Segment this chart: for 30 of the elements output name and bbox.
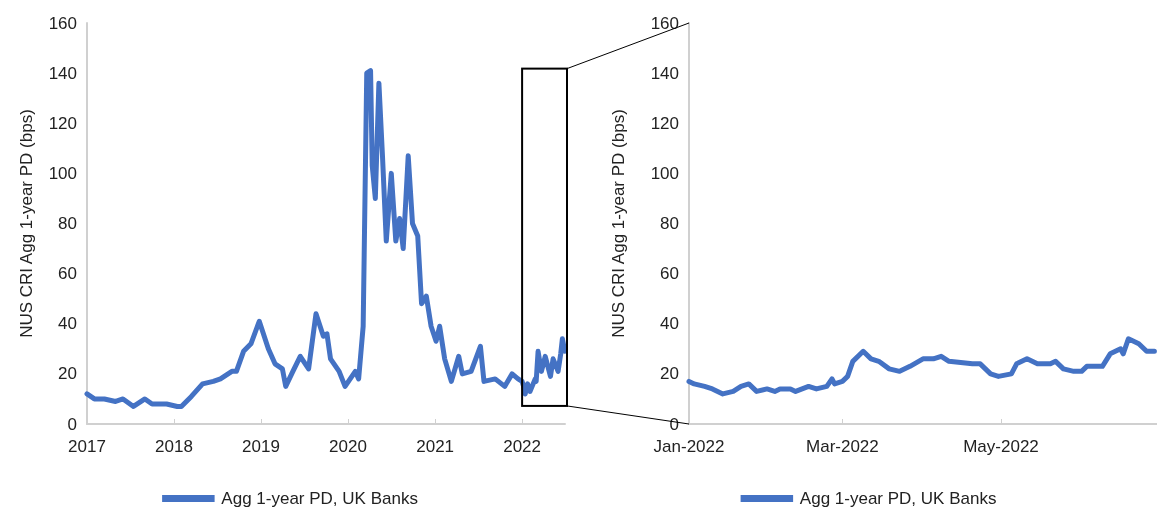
y-tick-label: 160 — [650, 13, 679, 33]
y-tick-label: 140 — [48, 63, 77, 83]
x-tick-label: 2018 — [155, 437, 193, 456]
y-tick-label: 60 — [660, 264, 679, 284]
y-tick-label: 40 — [660, 314, 679, 334]
legend-label: Agg 1-year PD, UK Banks — [799, 489, 997, 508]
x-tick-label: 2020 — [329, 437, 367, 456]
x-tick-label: 2019 — [242, 437, 280, 456]
y-tick-label: 120 — [650, 113, 679, 133]
y-tick-label: 60 — [58, 264, 77, 284]
y-tick-label: 40 — [58, 314, 77, 334]
x-tick-label: 2021 — [416, 437, 455, 456]
y-tick-label: 0 — [67, 414, 77, 434]
y-tick-label: 80 — [58, 214, 77, 233]
y-tick-label: 100 — [48, 163, 77, 183]
x-tick-label: 2022 — [503, 437, 542, 456]
y-tick-label: 160 — [48, 13, 77, 33]
y-tick-label: 120 — [48, 113, 77, 133]
x-tick-label: Mar-2022 — [806, 437, 879, 456]
y-tick-label: 80 — [660, 214, 679, 233]
x-tick-label: Jan-2022 — [653, 437, 725, 456]
x-tick-label: 2017 — [68, 437, 106, 456]
y-tick-label: 20 — [660, 364, 679, 384]
y-axis-title: NUS CRI Agg 1-year PD (bps) — [17, 109, 36, 338]
y-axis-title: NUS CRI Agg 1-year PD (bps) — [609, 109, 628, 338]
y-tick-label: 100 — [650, 163, 679, 183]
x-tick-label: May-2022 — [963, 437, 1039, 456]
legend-label: Agg 1-year PD, UK Banks — [221, 489, 418, 508]
y-tick-label: 140 — [650, 63, 679, 83]
y-tick-label: 20 — [58, 364, 77, 384]
